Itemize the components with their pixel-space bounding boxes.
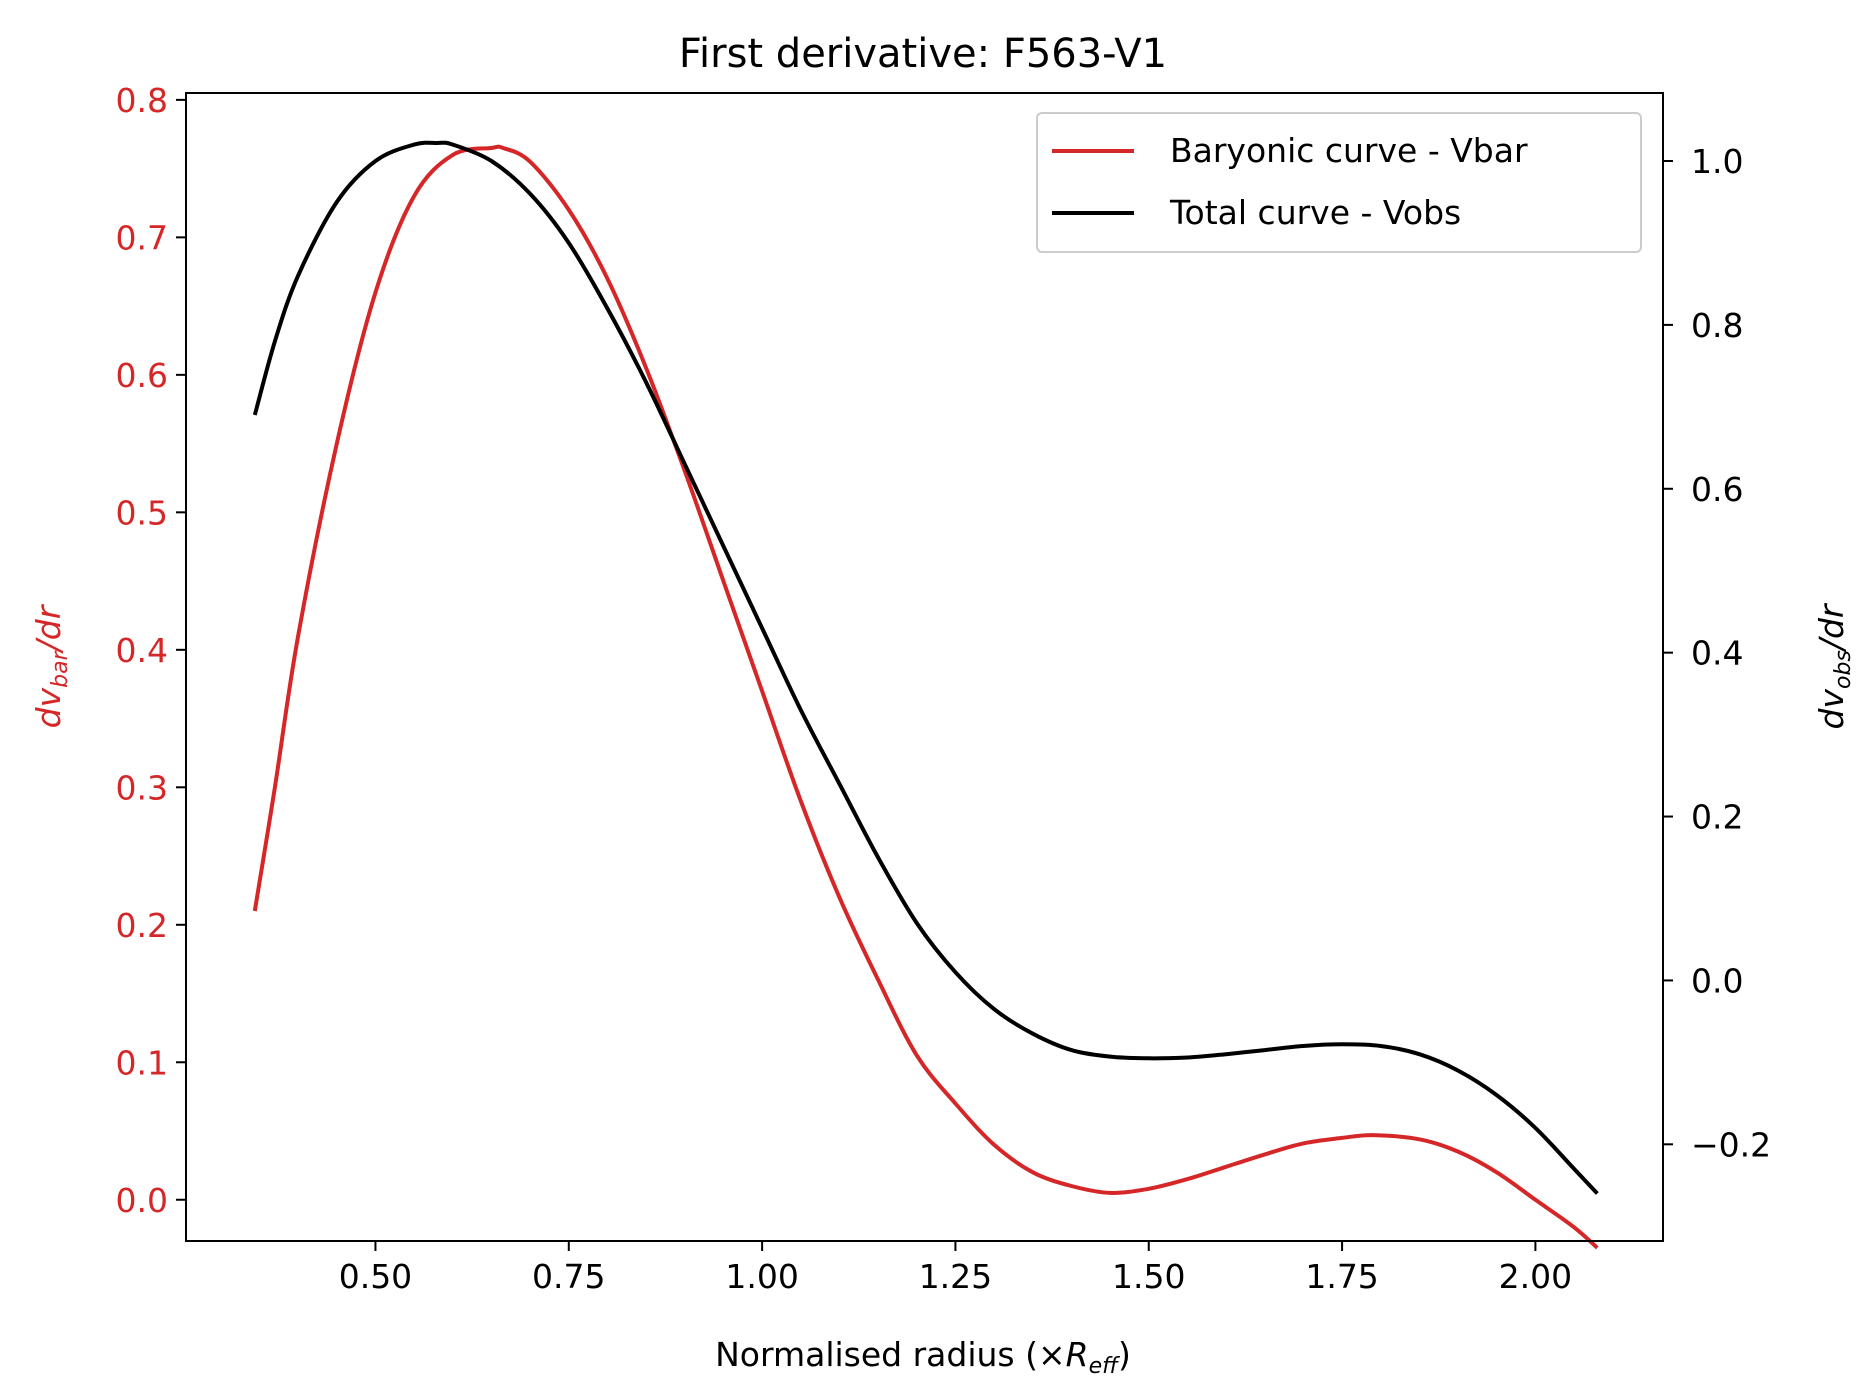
y-right-label-sub: obs — [1831, 650, 1856, 689]
x-tick-label: 2.00 — [1499, 1257, 1572, 1296]
y-right-tick-label: 1.0 — [1691, 142, 1743, 181]
y-left-tick-label: 0.2 — [116, 906, 168, 945]
x-tick-label: 1.00 — [725, 1257, 798, 1296]
y-right-tick-label: 0.4 — [1691, 634, 1743, 673]
y-right-label-post: /dr — [1812, 602, 1851, 653]
x-axis-label-close: ) — [1118, 1335, 1131, 1374]
x-tick-label: 0.50 — [339, 1257, 412, 1296]
y-left-axis-label: dvbar/dr — [29, 603, 73, 728]
y-right-tick-label: 0.6 — [1691, 470, 1743, 509]
y-left-tick-label: 0.4 — [116, 631, 168, 670]
y-left-tick-label: 0.0 — [116, 1181, 168, 1220]
legend-box — [1036, 112, 1642, 253]
x-tick-label: 0.75 — [532, 1257, 605, 1296]
y-right-axis-label: dvobs/dr — [1812, 602, 1856, 729]
y-right-tick-label: 0.0 — [1691, 961, 1743, 1000]
x-axis-ticks: 0.50 0.75 1.00 1.25 1.50 1.75 2.00 — [339, 1241, 1572, 1296]
plot-frame — [185, 92, 1664, 1242]
series-line-total — [252, 140, 1599, 1195]
y-left-tick-label: 0.3 — [116, 768, 168, 807]
y-right-tick-label: 0.8 — [1691, 306, 1743, 345]
x-axis-label-sub: eff — [1089, 1354, 1121, 1379]
y-left-tick-label: 0.5 — [116, 493, 168, 532]
y-right-tick-label: 0.2 — [1691, 798, 1743, 837]
x-axis-label-var: R — [1066, 1335, 1089, 1374]
y-right-axis-ticks: −0.2 0.0 0.2 0.4 0.6 0.8 1.0 — [1663, 142, 1771, 1164]
y-left-tick-label: 0.6 — [116, 356, 168, 395]
x-tick-label: 1.50 — [1112, 1257, 1185, 1296]
legend-label-baryonic: Baryonic curve - Vbar — [1170, 131, 1528, 170]
series-line-baryonic — [252, 144, 1599, 1250]
legend: Baryonic curve - Vbar Total curve - Vobs — [1036, 112, 1642, 253]
chart-title: First derivative: F563-V1 — [679, 31, 1167, 77]
y-left-tick-label: 0.7 — [116, 218, 168, 257]
y-left-tick-label: 0.8 — [116, 81, 168, 120]
y-right-label-pre: dv — [1812, 689, 1851, 730]
y-left-label-post: /dr — [29, 603, 68, 654]
y-left-axis-ticks: 0.0 0.1 0.2 0.3 0.4 0.5 0.6 0.7 0.8 — [116, 81, 186, 1220]
x-tick-label: 1.75 — [1305, 1257, 1378, 1296]
y-left-tick-label: 0.1 — [116, 1043, 168, 1082]
y-left-label-sub: bar — [48, 649, 73, 687]
series-layer — [252, 140, 1599, 1250]
legend-label-total: Total curve - Vobs — [1169, 193, 1461, 232]
x-axis-label: Normalised radius (×Reff) — [715, 1335, 1131, 1379]
x-tick-label: 1.25 — [919, 1257, 992, 1296]
x-axis-label-main: Normalised radius (× — [715, 1335, 1066, 1374]
y-right-tick-label: −0.2 — [1691, 1125, 1771, 1164]
y-left-label-pre: dv — [29, 687, 68, 728]
